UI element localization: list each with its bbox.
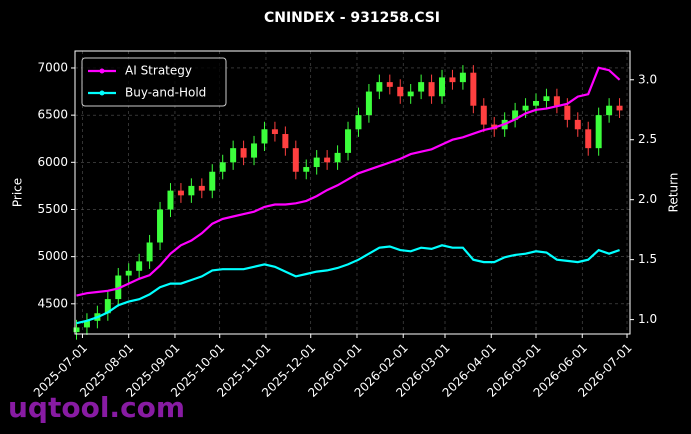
- candle-body: [345, 129, 352, 153]
- candle-body: [146, 242, 153, 262]
- y2-tick-label: 1.0: [638, 312, 657, 326]
- line-series: [76, 244, 620, 325]
- candle-body: [73, 327, 80, 333]
- candle-body: [574, 119, 581, 130]
- candle-body: [470, 72, 477, 106]
- candle-body: [386, 82, 393, 87]
- y2-axis-label: Return: [667, 173, 681, 213]
- legend-label: AI Strategy: [125, 64, 192, 78]
- candle-body: [209, 171, 216, 191]
- candle-body: [157, 209, 164, 243]
- candle-body: [282, 134, 289, 149]
- candle-body: [543, 96, 550, 101]
- y-tick-label: 5500: [37, 202, 68, 216]
- candle-body: [533, 100, 540, 106]
- candle-body: [334, 152, 341, 163]
- candle-body: [303, 167, 310, 172]
- y-tick-label: 4500: [37, 296, 68, 310]
- y2-tick-label: 1.5: [638, 252, 657, 266]
- legend-marker: [99, 90, 105, 96]
- candle-body: [188, 185, 195, 196]
- candle-body: [606, 105, 613, 116]
- candle-body: [83, 320, 90, 328]
- candle-body: [407, 91, 414, 97]
- y2-tick-label: 3.0: [638, 72, 657, 86]
- candle-body: [365, 91, 372, 116]
- y2-tick-label: 2.0: [638, 192, 657, 206]
- candle-body: [292, 148, 299, 172]
- candle-body: [230, 148, 237, 163]
- y-tick-label: 7000: [37, 60, 68, 74]
- legend-label: Buy-and-Hold: [125, 86, 206, 100]
- candle-body: [104, 299, 111, 314]
- candle-body: [240, 148, 247, 158]
- y-axis-label: Price: [11, 178, 25, 207]
- candle-body: [251, 143, 258, 158]
- candle-body: [261, 129, 268, 144]
- candle-body: [585, 129, 592, 149]
- candle-body: [271, 129, 278, 135]
- legend-marker: [99, 68, 105, 74]
- candle-body: [397, 86, 404, 97]
- legend-box: [81, 57, 227, 107]
- plot-frame: [74, 50, 631, 335]
- candle-body: [313, 157, 320, 168]
- candle-body: [219, 162, 226, 172]
- candle-body: [198, 185, 205, 191]
- candle-body: [459, 72, 466, 83]
- candle-body: [439, 77, 446, 97]
- candle-body: [480, 105, 487, 125]
- candle-body: [553, 96, 560, 106]
- candle-body: [418, 82, 425, 92]
- y2-tick-label: 2.5: [638, 132, 657, 146]
- candle-body: [616, 105, 623, 111]
- candle-body: [167, 190, 174, 210]
- candle-body: [449, 77, 456, 83]
- candle-body: [125, 270, 132, 276]
- y-tick-label: 6000: [37, 155, 68, 169]
- line-series: [76, 66, 621, 297]
- candle-body: [177, 190, 184, 196]
- candle-body: [512, 110, 519, 120]
- candle-body: [522, 105, 529, 111]
- y-tick-label: 5000: [37, 249, 68, 263]
- candle-body: [428, 82, 435, 97]
- candle-body: [355, 115, 362, 130]
- chart-title: CNINDEX - 931258.CSI: [264, 10, 440, 26]
- y-tick-label: 6500: [37, 108, 68, 122]
- candle-body: [324, 157, 331, 163]
- candle-body: [595, 115, 602, 149]
- candle-body: [376, 82, 383, 92]
- candle-body: [564, 105, 571, 120]
- watermark: uqtool.com: [8, 391, 185, 424]
- candle-body: [136, 261, 143, 271]
